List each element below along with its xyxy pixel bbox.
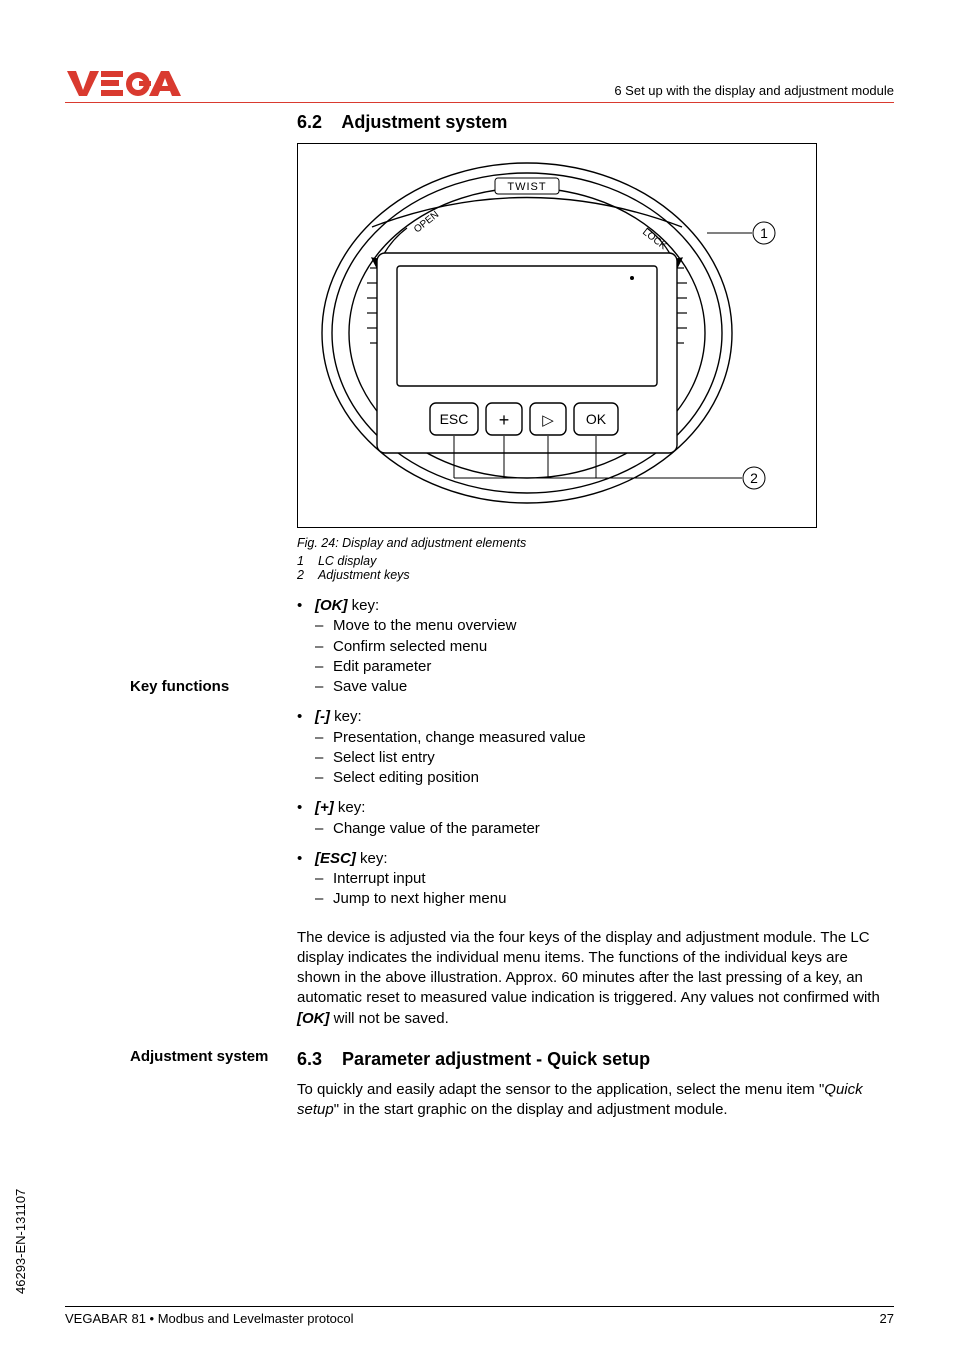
bullet-group: •[+] key: <box>297 798 894 818</box>
page-footer: VEGABAR 81 • Modbus and Levelmaster prot… <box>65 1306 894 1326</box>
legend-2-n: 2 <box>297 568 304 582</box>
document-code: 46293-EN-131107 <box>13 1189 28 1294</box>
sub-bullet: –Change value of the parameter <box>315 819 894 839</box>
sub-dash: – <box>315 728 333 748</box>
section-6-3-paragraph: To quickly and easily adapt the sensor t… <box>297 1080 894 1121</box>
figure-caption: Fig. 24: Display and adjustment elements <box>297 536 894 550</box>
sub-dash: – <box>315 677 333 697</box>
section-6-2-number: 6.2 <box>297 112 322 132</box>
sub-text: Edit parameter <box>333 657 431 677</box>
s63-post: " in the start graphic on the display an… <box>334 1101 728 1118</box>
adj-para-pre: The device is adjusted via the four keys… <box>297 929 880 1007</box>
sub-dash: – <box>315 869 333 889</box>
callout-1: 1 <box>760 225 768 241</box>
bullet-head: [OK] key: <box>315 596 894 616</box>
legend-1-t: LC display <box>318 554 376 568</box>
sub-dash: – <box>315 657 333 677</box>
bullet-head: [+] key: <box>315 798 894 818</box>
sub-dash: – <box>315 637 333 657</box>
sub-text: Presentation, change measured value <box>333 728 586 748</box>
lock-label: LOCK <box>640 227 668 253</box>
twist-label: TWIST <box>507 181 546 193</box>
footer-right: 27 <box>880 1311 894 1326</box>
vega-logo <box>65 68 185 98</box>
sub-bullet: –Confirm selected menu <box>315 637 894 657</box>
footer-left: VEGABAR 81 • Modbus and Levelmaster prot… <box>65 1311 354 1326</box>
sub-text: Select editing position <box>333 768 479 788</box>
figure-24: TWIST OPEN LOCK <box>297 143 817 528</box>
adj-para-ok: [OK] <box>297 1010 330 1027</box>
adj-para-post: will not be saved. <box>330 1010 449 1027</box>
sub-bullet: –Move to the menu overview <box>315 616 894 636</box>
sub-text: Jump to next higher menu <box>333 889 506 909</box>
legend-2-t: Adjustment keys <box>318 568 410 582</box>
sub-bullet: –Presentation, change measured value <box>315 728 894 748</box>
section-6-3-heading: 6.3 Parameter adjustment - Quick setup <box>297 1049 894 1070</box>
sub-dash: – <box>315 748 333 768</box>
section-6-2-title: Adjustment system <box>341 112 507 132</box>
sub-bullet: –Select list entry <box>315 748 894 768</box>
bullet-head: [ESC] key: <box>315 849 894 869</box>
sub-dash: – <box>315 616 333 636</box>
arrow-key: ▷ <box>542 412 554 429</box>
callout-2: 2 <box>750 470 758 486</box>
sub-bullet: –Save value <box>315 677 894 697</box>
sub-dash: – <box>315 819 333 839</box>
adjustment-system-label: Adjustment system <box>130 1048 268 1065</box>
plus-key: + <box>499 410 510 430</box>
sub-text: Move to the menu overview <box>333 616 516 636</box>
sub-text: Confirm selected menu <box>333 637 487 657</box>
bullet-group: •[-] key: <box>297 707 894 727</box>
bullet-dot: • <box>297 707 315 727</box>
sub-bullet: –Select editing position <box>315 768 894 788</box>
section-6-2-heading: 6.2 Adjustment system <box>297 112 894 133</box>
section-6-3-number: 6.3 <box>297 1049 322 1069</box>
esc-key: ESC <box>440 411 469 427</box>
sub-bullet: –Jump to next higher menu <box>315 889 894 909</box>
page-header: 6 Set up with the display and adjustment… <box>65 68 894 103</box>
key-functions-label: Key functions <box>130 678 229 695</box>
sub-bullet: –Edit parameter <box>315 657 894 677</box>
section-6-3-title: Parameter adjustment - Quick setup <box>342 1049 650 1069</box>
header-chapter-text: 6 Set up with the display and adjustment… <box>614 83 894 98</box>
legend-1-n: 1 <box>297 554 304 568</box>
bullet-dot: • <box>297 596 315 616</box>
sub-dash: – <box>315 768 333 788</box>
bullet-group: •[OK] key: <box>297 596 894 616</box>
key-functions-list: •[OK] key:–Move to the menu overview–Con… <box>297 596 894 910</box>
bullet-group: •[ESC] key: <box>297 849 894 869</box>
sub-bullet: –Interrupt input <box>315 869 894 889</box>
figure-legend: 1 LC display 2 Adjustment keys <box>297 554 894 582</box>
sub-text: Save value <box>333 677 407 697</box>
sub-text: Change value of the parameter <box>333 819 540 839</box>
s63-pre: To quickly and easily adapt the sensor t… <box>297 1081 824 1098</box>
sub-text: Select list entry <box>333 748 435 768</box>
bullet-dot: • <box>297 849 315 869</box>
bullet-head: [-] key: <box>315 707 894 727</box>
sub-dash: – <box>315 889 333 909</box>
bullet-dot: • <box>297 798 315 818</box>
sub-text: Interrupt input <box>333 869 426 889</box>
adjustment-paragraph: The device is adjusted via the four keys… <box>297 928 894 1029</box>
ok-key: OK <box>586 411 607 427</box>
